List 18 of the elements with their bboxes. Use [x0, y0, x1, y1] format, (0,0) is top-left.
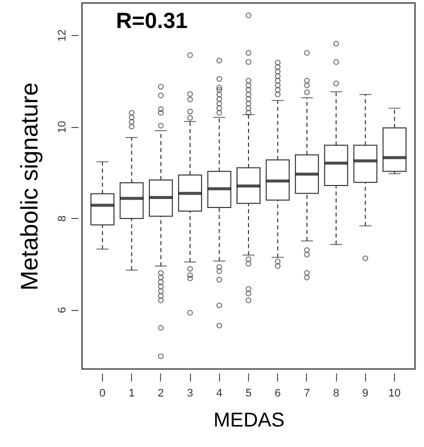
x-tick-label: 5: [245, 388, 252, 400]
y-tick-label: 6: [56, 306, 68, 314]
y-tick-label: 8: [56, 215, 68, 222]
x-tick-label: 9: [362, 388, 368, 400]
x-tick-label: 0: [99, 388, 106, 400]
x-tick-label: 3: [187, 388, 194, 400]
x-tick-label: 1: [128, 388, 135, 400]
y-tick-label: 12: [56, 29, 68, 42]
x-tick-label: 10: [388, 388, 401, 400]
x-tick-label: 8: [333, 388, 340, 400]
y-axis-title: Metabolic signature: [16, 82, 44, 291]
x-tick-label: 4: [216, 388, 222, 400]
annotation: R=0.31: [116, 8, 188, 33]
x-tick-label: 6: [274, 388, 281, 400]
x-axis-title: MEDAS: [213, 410, 285, 432]
x-tick-label: 7: [304, 388, 310, 400]
y-tick-label: 10: [56, 120, 68, 134]
x-tick-label: 2: [158, 388, 164, 400]
